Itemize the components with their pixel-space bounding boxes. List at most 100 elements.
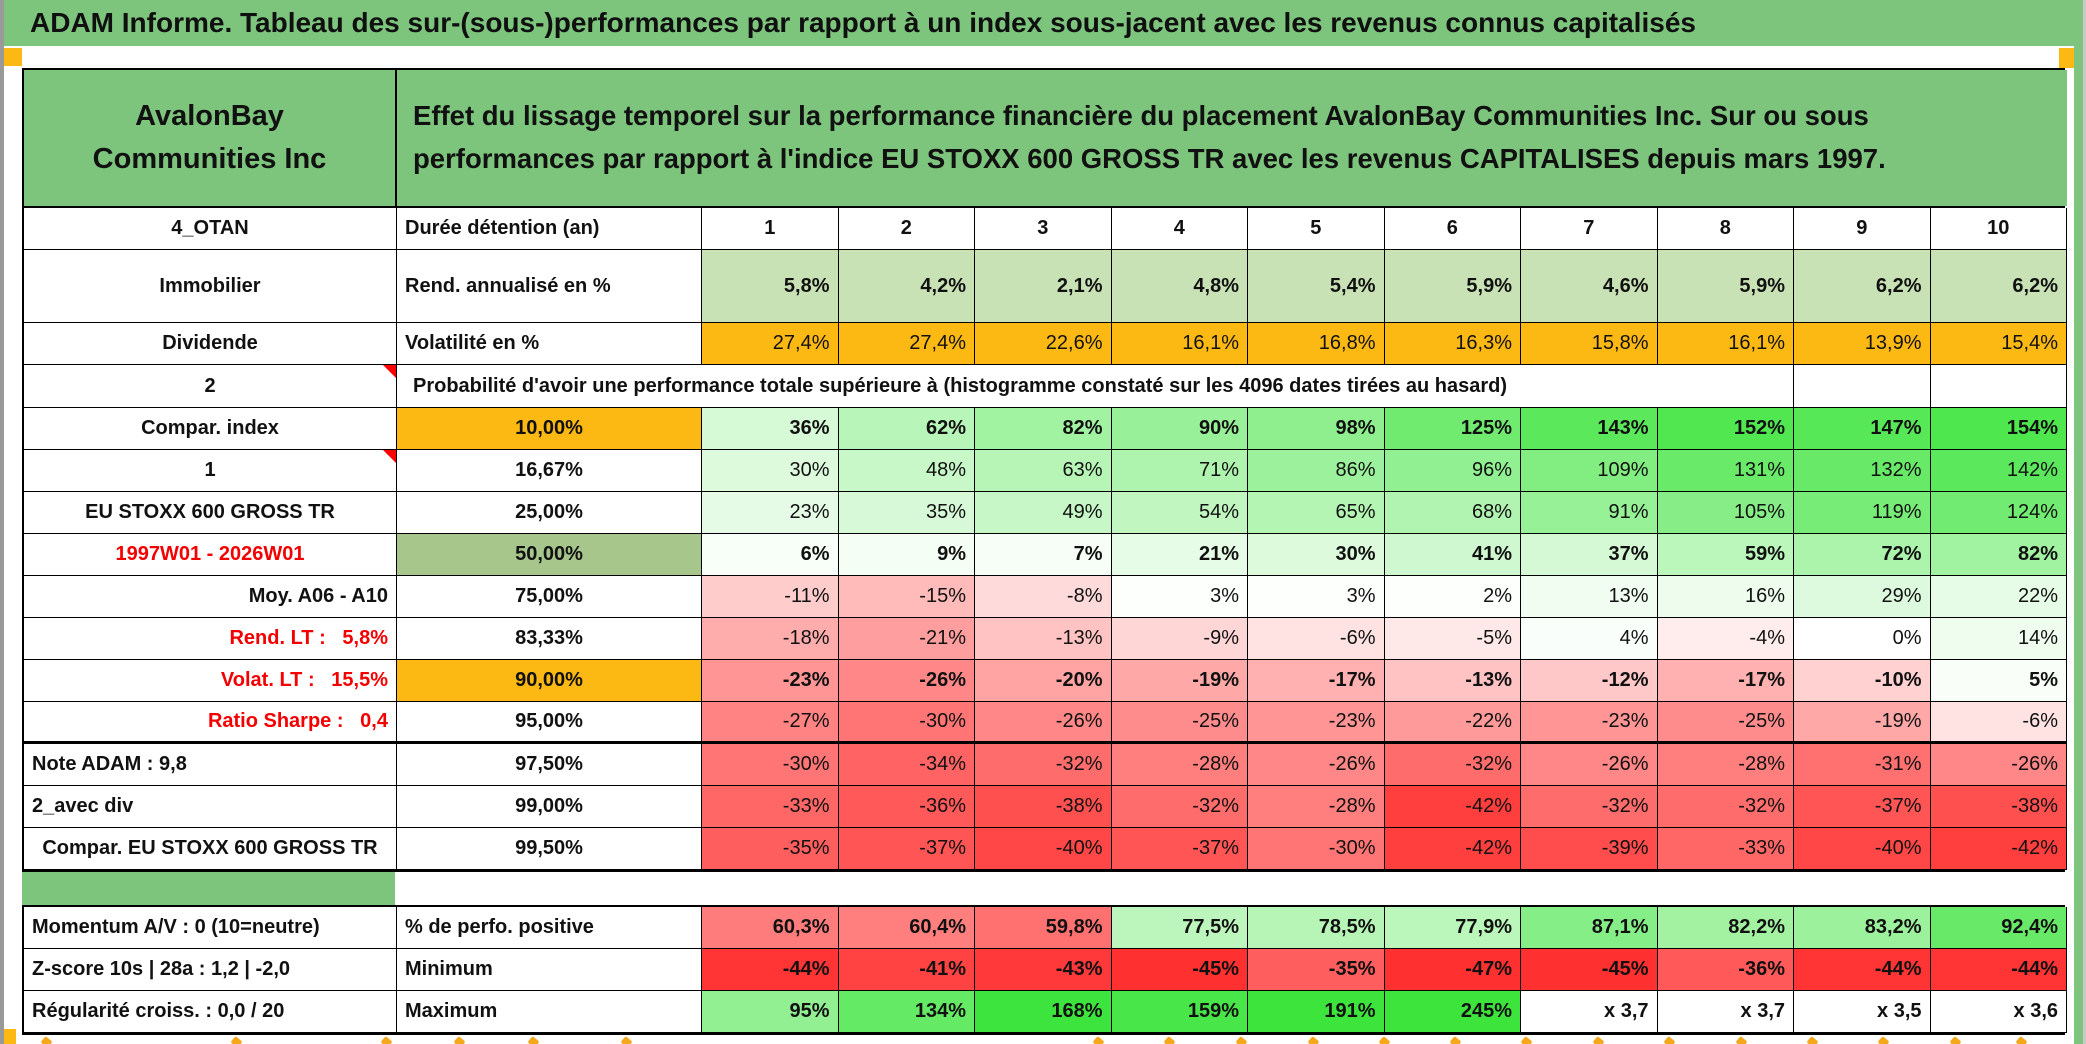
description-cell[interactable]: Effet du lissage temporel sur la perform… [397,70,2067,206]
cell-p1667-c10[interactable]: 142% [1930,450,2067,492]
cell-p95-c8[interactable]: -25% [1657,702,1794,744]
cell-p995-c6[interactable]: -42% [1384,828,1521,870]
cell-p90-c3[interactable]: -20% [975,660,1112,702]
cell-p8333-c1[interactable]: -18% [702,618,839,660]
row-label-p10[interactable]: Compar. index [24,408,397,450]
cell-perfpos-c6[interactable]: 77,9% [1384,907,1521,949]
row-metric-p995[interactable]: 99,50% [397,828,702,870]
row-metric-duree[interactable]: Durée détention (an) [397,208,702,250]
cell-p75-c8[interactable]: 16% [1657,576,1794,618]
cell-prob-empty1[interactable] [1794,365,1931,408]
cell-p75-c9[interactable]: 29% [1794,576,1931,618]
cell-p99-c7[interactable]: -32% [1521,786,1658,828]
cell-p95-c10[interactable]: -6% [1930,702,2067,744]
cell-duree-c9[interactable]: 9 [1794,208,1931,250]
cell-p90-c10[interactable]: 5% [1930,660,2067,702]
cell-p975-c10[interactable]: -26% [1930,744,2067,786]
cell-p10-c2[interactable]: 62% [838,408,975,450]
cell-p50-c6[interactable]: 41% [1384,534,1521,576]
cell-p90-c2[interactable]: -26% [838,660,975,702]
cell-p25-c2[interactable]: 35% [838,492,975,534]
cell-max-c9[interactable]: x 3,5 [1794,991,1931,1033]
spacer-green-cell[interactable] [22,872,395,905]
row-metric-p10[interactable]: 10,00% [397,408,702,450]
cell-volat-c6[interactable]: 16,3% [1384,323,1521,365]
cell-rend-c7[interactable]: 4,6% [1521,250,1658,323]
cell-max-c2[interactable]: 134% [838,991,975,1033]
cell-max-c7[interactable]: x 3,7 [1521,991,1658,1033]
cell-p50-c3[interactable]: 7% [975,534,1112,576]
cell-p10-c3[interactable]: 82% [975,408,1112,450]
cell-p50-c5[interactable]: 30% [1248,534,1385,576]
cell-min-c6[interactable]: -47% [1384,949,1521,991]
row-label-p8333[interactable]: Rend. LT : 5,8% [24,618,397,660]
row-metric-p99[interactable]: 99,00% [397,786,702,828]
cell-p50-c10[interactable]: 82% [1930,534,2067,576]
cell-rend-c10[interactable]: 6,2% [1930,250,2067,323]
row-label-perfpos[interactable]: Momentum A/V : 0 (10=neutre) [24,907,397,949]
cell-p99-c9[interactable]: -37% [1794,786,1931,828]
cell-duree-c4[interactable]: 4 [1111,208,1248,250]
cell-rend-c6[interactable]: 5,9% [1384,250,1521,323]
cell-max-c10[interactable]: x 3,6 [1930,991,2067,1033]
cell-rend-c1[interactable]: 5,8% [702,250,839,323]
cell-p75-c4[interactable]: 3% [1111,576,1248,618]
cell-p99-c8[interactable]: -32% [1657,786,1794,828]
cell-perfpos-c10[interactable]: 92,4% [1930,907,2067,949]
cell-p995-c5[interactable]: -30% [1248,828,1385,870]
cell-p8333-c9[interactable]: 0% [1794,618,1931,660]
cell-duree-c3[interactable]: 3 [975,208,1112,250]
cell-p995-c10[interactable]: -42% [1930,828,2067,870]
cell-p99-c2[interactable]: -36% [838,786,975,828]
cell-rend-c5[interactable]: 5,4% [1248,250,1385,323]
row-metric-volat[interactable]: Volatilité en % [397,323,702,365]
cell-p10-c4[interactable]: 90% [1111,408,1248,450]
cell-p1667-c7[interactable]: 109% [1521,450,1658,492]
cell-p8333-c6[interactable]: -5% [1384,618,1521,660]
cell-max-c5[interactable]: 191% [1248,991,1385,1033]
cell-p10-c9[interactable]: 147% [1794,408,1931,450]
cell-perfpos-c4[interactable]: 77,5% [1111,907,1248,949]
cell-p75-c1[interactable]: -11% [702,576,839,618]
cell-min-c2[interactable]: -41% [838,949,975,991]
cell-duree-c1[interactable]: 1 [702,208,839,250]
cell-p25-c6[interactable]: 68% [1384,492,1521,534]
cell-perfpos-c9[interactable]: 83,2% [1794,907,1931,949]
cell-p95-c9[interactable]: -19% [1794,702,1931,744]
cell-p90-c5[interactable]: -17% [1248,660,1385,702]
cell-p8333-c2[interactable]: -21% [838,618,975,660]
cell-min-c3[interactable]: -43% [975,949,1112,991]
cell-volat-c5[interactable]: 16,8% [1248,323,1385,365]
cell-p90-c4[interactable]: -19% [1111,660,1248,702]
cell-p25-c8[interactable]: 105% [1657,492,1794,534]
cell-p95-c2[interactable]: -30% [838,702,975,744]
cell-p75-c5[interactable]: 3% [1248,576,1385,618]
cell-p975-c5[interactable]: -26% [1248,744,1385,786]
cell-p95-c7[interactable]: -23% [1521,702,1658,744]
row-label-p25[interactable]: EU STOXX 600 GROSS TR [24,492,397,534]
cell-p25-c7[interactable]: 91% [1521,492,1658,534]
cell-p95-c4[interactable]: -25% [1111,702,1248,744]
cell-p10-c7[interactable]: 143% [1521,408,1658,450]
cell-p90-c6[interactable]: -13% [1384,660,1521,702]
cell-volat-c9[interactable]: 13,9% [1794,323,1931,365]
cell-min-c4[interactable]: -45% [1111,949,1248,991]
row-metric-min[interactable]: Minimum [397,949,702,991]
cell-p99-c5[interactable]: -28% [1248,786,1385,828]
cell-min-c5[interactable]: -35% [1248,949,1385,991]
cell-min-c10[interactable]: -44% [1930,949,2067,991]
cell-p50-c1[interactable]: 6% [702,534,839,576]
cell-p1667-c3[interactable]: 63% [975,450,1112,492]
cell-volat-c1[interactable]: 27,4% [702,323,839,365]
cell-p8333-c4[interactable]: -9% [1111,618,1248,660]
cell-p99-c1[interactable]: -33% [702,786,839,828]
cell-p95-c1[interactable]: -27% [702,702,839,744]
cell-min-c7[interactable]: -45% [1521,949,1658,991]
cell-p25-c10[interactable]: 124% [1930,492,2067,534]
cell-p75-c6[interactable]: 2% [1384,576,1521,618]
cell-p995-c9[interactable]: -40% [1794,828,1931,870]
cell-duree-c5[interactable]: 5 [1248,208,1385,250]
cell-perfpos-c7[interactable]: 87,1% [1521,907,1658,949]
cell-p8333-c5[interactable]: -6% [1248,618,1385,660]
row-metric-p50[interactable]: 50,00% [397,534,702,576]
